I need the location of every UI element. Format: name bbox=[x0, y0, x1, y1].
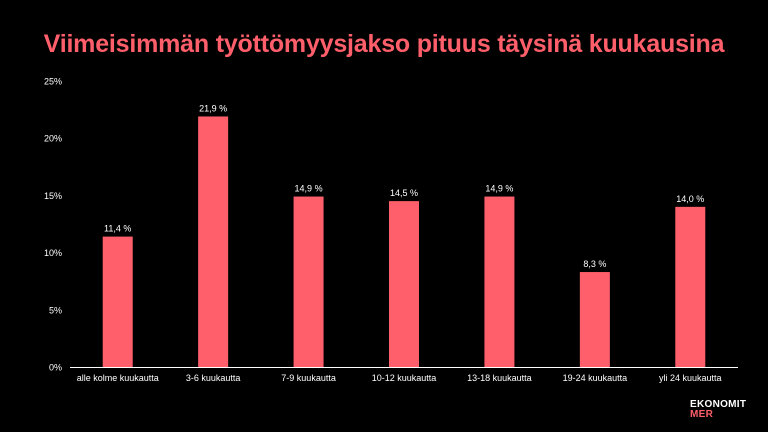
bar bbox=[389, 201, 419, 367]
bar bbox=[579, 272, 610, 367]
data-label: 21,9 % bbox=[199, 103, 227, 113]
y-tick-label: 0% bbox=[49, 363, 62, 373]
logo-line-2: MER bbox=[690, 409, 714, 420]
bar bbox=[198, 116, 229, 368]
ekonomit-logo: EKONOMIT MER bbox=[690, 400, 750, 420]
x-tick-label: 3-6 kuukautta bbox=[186, 373, 241, 383]
data-label: 14,0 % bbox=[676, 194, 704, 204]
x-tick-label: alle kolme kuukautta bbox=[77, 373, 159, 383]
y-tick-label: 15% bbox=[44, 191, 62, 201]
x-tick-label: 13-18 kuukautta bbox=[467, 373, 532, 383]
bar bbox=[293, 196, 324, 367]
x-tick-label: yli 24 kuukautta bbox=[659, 373, 722, 383]
data-label: 14,9 % bbox=[485, 184, 513, 194]
y-tick-label: 10% bbox=[44, 248, 62, 258]
x-tick-label: 19-24 kuukautta bbox=[563, 373, 628, 383]
bar bbox=[102, 236, 133, 367]
y-tick-label: 5% bbox=[49, 305, 62, 315]
logo-line-1: EKONOMIT bbox=[690, 399, 747, 410]
x-tick-label: 10-12 kuukautta bbox=[372, 373, 437, 383]
chart-title: Viimeisimmän työttömyysjakso pituus täys… bbox=[43, 30, 725, 58]
data-label: 8,3 % bbox=[583, 259, 606, 269]
data-label: 14,5 % bbox=[390, 188, 418, 198]
data-label: 14,9 % bbox=[295, 184, 323, 194]
y-tick-label: 20% bbox=[44, 134, 62, 144]
x-tick-label: 7-9 kuukautta bbox=[281, 373, 336, 383]
bar bbox=[484, 196, 515, 367]
y-tick-label: 25% bbox=[44, 77, 62, 87]
bar bbox=[675, 206, 706, 367]
data-label: 11,4 % bbox=[104, 224, 131, 234]
